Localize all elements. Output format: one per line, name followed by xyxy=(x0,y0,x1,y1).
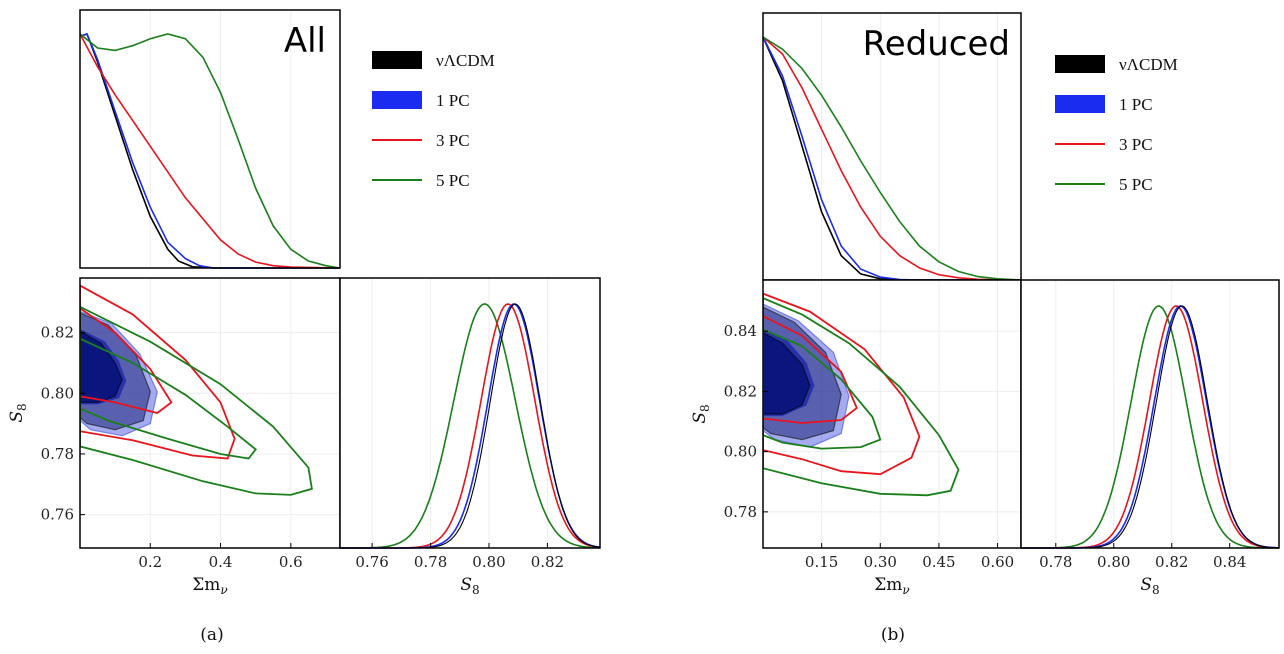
panel-background xyxy=(1021,280,1279,548)
panel-marginal-S8: 0.76 0.78 0.80 0.82 S8 xyxy=(339,277,601,597)
x-tick-label-S8: 0.78 xyxy=(1039,553,1072,571)
axis-title-subscript: 8 xyxy=(15,403,29,411)
legend-label: 3 PC xyxy=(436,131,470,150)
legend-label: νΛCDM xyxy=(1119,55,1178,74)
panel-background xyxy=(340,278,600,548)
panel-marginal-mnu xyxy=(79,9,341,269)
panel-contour: 0.2 0.4 0.6 0.76 0.78 0.80 0.82 Σmν S8 xyxy=(7,277,341,597)
x-tick-label-S8: 0.80 xyxy=(472,553,505,571)
axis-title-main: S xyxy=(690,412,710,424)
contour-filled xyxy=(763,332,811,415)
contour-line xyxy=(763,328,882,450)
panel-frame xyxy=(1020,279,1280,549)
x-axis-title-mnu: Σmν xyxy=(192,575,227,597)
figure-caption: (b) xyxy=(881,625,905,645)
contour-filled xyxy=(80,330,123,403)
legend-swatch xyxy=(372,91,422,109)
x-tick-label-S8: 0.78 xyxy=(414,553,447,571)
y-tick-label-S8: 0.78 xyxy=(41,445,74,463)
axis-title-main: Σm xyxy=(192,575,220,595)
figure-b: 0.15 0.30 0.45 0.600.780.800.820.84ΣmνS80.7… xyxy=(690,12,1280,645)
contour-group xyxy=(763,292,960,497)
legend-label: 5 PC xyxy=(1119,175,1153,194)
legend-label: 3 PC xyxy=(1119,135,1153,154)
figure-caption: (a) xyxy=(200,625,223,645)
contour-line xyxy=(80,305,313,496)
panel-frame xyxy=(339,277,601,549)
x-tick-label-mnu: 0.6 xyxy=(279,553,303,571)
marginal-curve-mnu xyxy=(79,33,340,269)
legend-label: 1 PC xyxy=(436,91,470,110)
axis-title-main: S xyxy=(7,411,27,423)
marginal-curve-S8 xyxy=(340,303,601,549)
contour-line xyxy=(80,307,173,414)
legend-label: 1 PC xyxy=(1119,95,1153,114)
axis-title-subscript: 8 xyxy=(698,404,712,412)
y-tick-label-S8: 0.80 xyxy=(41,384,74,402)
legend-swatch xyxy=(1055,55,1105,73)
x-tick-label-mnu: 0.45 xyxy=(922,553,955,571)
panel-frame xyxy=(79,9,341,269)
x-tick-label-S8: 0.76 xyxy=(355,553,388,571)
x-tick-label-mnu: 0.60 xyxy=(981,553,1014,571)
marginal-curve-mnu xyxy=(762,36,1022,281)
contour-line xyxy=(80,337,257,460)
x-axis-title-S8: S8 xyxy=(1140,575,1159,597)
legend: νΛCDM 1 PC 3 PC 5 PC xyxy=(1055,55,1178,194)
axis-title-main: S xyxy=(460,575,472,595)
contour-line xyxy=(763,297,960,497)
axis-title-subscript: 8 xyxy=(1152,583,1160,597)
x-tick-label-mnu: 0.30 xyxy=(864,553,897,571)
panel-marginal-S8: 0.78 0.80 0.82 0.84 S8 xyxy=(1020,279,1280,597)
y-tick-label-S8: 0.76 xyxy=(41,506,74,524)
y-tick-label-S8: 0.82 xyxy=(41,324,74,342)
x-tick-label-S8: 0.82 xyxy=(1155,553,1188,571)
legend-swatch xyxy=(372,51,422,69)
y-axis-title-S8: S8 xyxy=(690,404,712,423)
y-axis-title-S8: S8 xyxy=(7,403,29,422)
axis-title-main: S xyxy=(1140,575,1152,595)
contour-line xyxy=(763,315,858,424)
marginal-curve-mnu xyxy=(79,33,341,269)
x-axis-title-mnu: Σmν xyxy=(874,575,909,597)
contour-line xyxy=(80,284,236,460)
x-tick-label-S8: 0.82 xyxy=(531,553,564,571)
axis-title-main: Σm xyxy=(874,575,902,595)
contour-group xyxy=(80,284,313,496)
marginal-curve-mnu xyxy=(762,36,1022,281)
x-tick-label-mnu: 0.2 xyxy=(138,553,162,571)
x-tick-label-S8: 0.84 xyxy=(1213,553,1246,571)
marginal-curve-mnu xyxy=(79,33,341,269)
panel-title: Reduced xyxy=(863,24,1010,64)
y-tick-label-S8: 0.80 xyxy=(724,443,757,461)
axis-title-subscript: ν xyxy=(220,583,227,597)
legend: νΛCDM 1 PC 3 PC 5 PC xyxy=(372,51,495,190)
panel-marginal-mnu xyxy=(762,12,1022,281)
legend-label: νΛCDM xyxy=(436,51,495,70)
panel-background xyxy=(763,13,1021,280)
legend-swatch xyxy=(1055,95,1105,113)
y-tick-label-S8: 0.84 xyxy=(724,322,757,340)
axis-title-subscript: ν xyxy=(902,583,909,597)
panel-title: All xyxy=(284,21,326,61)
y-tick-label-S8: 0.82 xyxy=(724,382,757,400)
x-tick-label-mnu: 0.4 xyxy=(209,553,233,571)
legend-label: 5 PC xyxy=(436,171,470,190)
contour-line xyxy=(763,292,921,476)
y-tick-label-S8: 0.78 xyxy=(724,503,757,521)
panel-contour: 0.15 0.30 0.45 0.60 0.78 0.80 0.82 0.84 Σmν S8 xyxy=(690,279,1022,597)
x-tick-label-S8: 0.80 xyxy=(1097,553,1130,571)
x-tick-label-mnu: 0.15 xyxy=(805,553,838,571)
x-axis-title-S8: S8 xyxy=(460,575,479,597)
axis-title-subscript: 8 xyxy=(472,583,480,597)
